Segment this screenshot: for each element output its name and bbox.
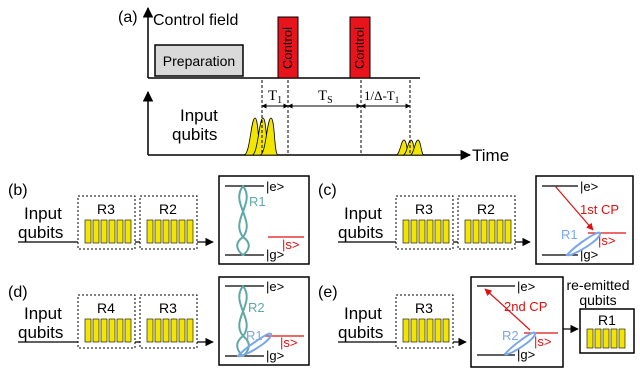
panel-b-level-box <box>218 175 310 265</box>
preparation-block <box>154 44 244 77</box>
ts-label: TS <box>318 88 333 106</box>
t1-label: T1 <box>268 88 282 106</box>
time-label: Time <box>472 146 509 165</box>
panel-c-ring-label: R1 <box>561 227 578 242</box>
panel-e: (e) Input qubits R3 |e> |s> |g> 2nd CP R… <box>318 276 635 368</box>
panel-b-ket-e: |e> <box>266 179 284 194</box>
panel-d-box1-label: R4 <box>97 300 115 316</box>
input-label-line1: Input <box>180 106 218 125</box>
panel-b-ring-label: R1 <box>249 194 266 209</box>
panel-d-level-box <box>218 276 310 366</box>
panel-b: (b) Input qubits R3 R2 |e> |s> <box>8 175 310 265</box>
panel-e-output-bars <box>586 328 626 349</box>
panel-c-ket-g: |g> <box>580 247 598 262</box>
panel-d-box1-bars <box>84 318 132 343</box>
panel-e-box1-bars <box>402 318 450 343</box>
panel-c-cp-arrow <box>554 185 594 231</box>
panel-b-r1-wave <box>236 185 250 256</box>
control-pulse-2 <box>349 16 371 79</box>
panel-a-label: (a) <box>118 9 138 26</box>
panel-e-input-line2: qubits <box>338 323 383 342</box>
panel-b-label: (b) <box>8 182 28 199</box>
panel-c-input-line1: Input <box>344 204 382 223</box>
panel-c-ket-s: |s> <box>598 233 615 248</box>
panel-b-input-line2: qubits <box>18 223 63 242</box>
panel-c-box2-bars <box>464 219 512 244</box>
panel-e-ring-label: R2 <box>502 328 519 343</box>
panel-c-input-line2: qubits <box>338 223 383 242</box>
input-pulse-3 <box>259 117 279 156</box>
panel-c-r1-wave <box>565 231 602 257</box>
panel-e-label: (e) <box>318 284 338 301</box>
panel-c-box1-label: R3 <box>415 201 433 217</box>
panel-d-box2-label: R3 <box>159 300 177 316</box>
panel-b-box1-label: R3 <box>97 201 115 217</box>
panel-e-cp-arrow <box>484 288 531 331</box>
panel-d: (d) Input qubits R4 R3 |e> |s> |g <box>8 276 310 366</box>
input-label-line2: qubits <box>172 125 217 144</box>
delta-label: 1/Δ-T1 <box>364 88 399 105</box>
panel-b-ket-g: |g> <box>266 247 284 262</box>
control-pulse-1 <box>277 16 299 79</box>
panel-d-input-line2: qubits <box>18 323 63 342</box>
panel-e-ket-s: |s> <box>534 334 551 349</box>
control-pulse-2-label: Control <box>352 27 367 69</box>
panel-b-box2-label: R2 <box>159 201 177 217</box>
panel-b-input-line1: Input <box>24 204 62 223</box>
reemitted-line1: re-emitted <box>566 277 629 293</box>
panel-d-ket-g: |g> <box>266 348 284 363</box>
panel-a: (a) Control field Preparation Control Co… <box>118 6 509 165</box>
panel-e-ket-e: |e> <box>517 279 535 294</box>
panel-d-box2-bars <box>146 318 194 343</box>
reemitted-line2: qubits <box>579 292 616 308</box>
panel-b-ket-s: |s> <box>282 237 299 252</box>
panel-d-ring-bottom-label: R1 <box>246 328 263 343</box>
control-pulse-1-label: Control <box>280 27 295 69</box>
panel-e-output-label: R1 <box>598 312 616 328</box>
panel-c-box2-label: R2 <box>477 201 495 217</box>
panel-e-ket-g: |g> <box>517 347 535 362</box>
panel-d-ket-e: |e> <box>266 279 284 294</box>
panel-e-r2-wave <box>503 331 537 356</box>
panel-b-box2-bars <box>146 219 194 244</box>
panel-e-box1-label: R3 <box>415 300 433 316</box>
panel-d-ket-s: |s> <box>280 335 297 350</box>
panel-c: (c) Input qubits R3 R2 |e> |s> |g <box>318 175 634 265</box>
panel-b-box1-bars <box>84 219 132 244</box>
panel-c-box1-bars <box>402 219 450 244</box>
panel-c-label: (c) <box>318 182 337 199</box>
control-field-title: Control field <box>153 12 238 29</box>
panel-e-cp-label: 2nd CP <box>504 299 547 314</box>
panel-c-cp-label: 1st CP <box>580 202 619 217</box>
panel-d-input-line1: Input <box>24 304 62 323</box>
panel-d-r1-wave <box>236 332 273 358</box>
panel-d-label: (d) <box>8 284 28 301</box>
panel-c-ket-e: |e> <box>580 179 598 194</box>
preparation-label: Preparation <box>163 53 235 69</box>
echo-pulse-3 <box>409 139 425 156</box>
panel-e-input-line1: Input <box>344 304 382 323</box>
panel-d-ring-top-label: R2 <box>248 300 265 315</box>
